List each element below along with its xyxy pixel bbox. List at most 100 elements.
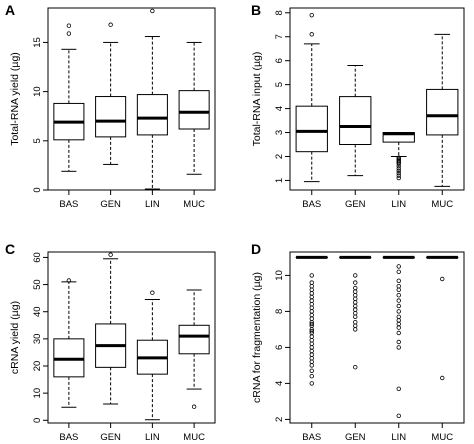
box-gen	[339, 255, 372, 370]
x-tick-label: LIN	[391, 432, 406, 443]
panel-b: B 1 2 3 4 5 6 7 8 Total-RNA input (µg) BAS GEN LIN MU…	[251, 2, 465, 210]
outlier-point	[108, 22, 113, 27]
x-tick-label: MUC	[431, 432, 453, 443]
outlier-point	[353, 320, 358, 325]
x-tick-label: GEN	[345, 432, 366, 443]
box-bas	[53, 278, 85, 408]
box-muc	[178, 289, 210, 409]
box-body	[295, 105, 328, 153]
y-axis-title: cRNA for fragmentation (µg)	[251, 272, 263, 403]
box-body	[178, 324, 210, 355]
outlier-point	[309, 352, 314, 357]
outlier-point	[191, 404, 197, 409]
box-body	[178, 90, 210, 130]
panel-c: C 0 10 20 30 40 50 60 cRNA yield (µg) BAS GEN LIN MU…	[5, 241, 216, 443]
outlier-point	[396, 166, 401, 171]
outlier-point	[309, 273, 314, 278]
y-tick-label: 10	[32, 86, 43, 97]
outlier-point	[353, 273, 358, 278]
outlier-point	[396, 413, 401, 418]
y-tick-label: 4	[274, 106, 285, 111]
box-body	[339, 96, 372, 145]
y-tick-label: 2	[274, 154, 285, 159]
outlier-point	[309, 284, 314, 289]
outlier-point	[440, 375, 445, 381]
x-tick-label: GEN	[345, 199, 366, 210]
y-tick-label: 1	[274, 178, 285, 183]
plot-frame	[47, 251, 216, 424]
outlier-point	[396, 278, 401, 283]
outlier-point	[396, 269, 401, 274]
outlier-point	[309, 287, 314, 292]
box-bas	[53, 23, 85, 172]
y-tick-label: 20	[32, 361, 43, 372]
y-tick-label: 8	[274, 309, 285, 314]
outlier-point	[353, 296, 358, 301]
x-tick-label: LIN	[145, 199, 160, 210]
outlier-point	[309, 32, 314, 37]
outlier-point	[396, 284, 401, 289]
outlier-point	[150, 290, 155, 295]
plot-frame	[47, 7, 216, 191]
x-tick-label: BAS	[302, 199, 321, 210]
outlier-point	[309, 359, 314, 364]
outlier-point	[353, 323, 358, 328]
outlier-point	[309, 291, 314, 296]
outlier-point	[353, 307, 358, 312]
outlier-point	[150, 8, 155, 14]
panel-letter: D	[251, 241, 261, 257]
outlier-point	[66, 23, 72, 28]
box-lin	[382, 255, 415, 418]
y-tick-label: 30	[32, 334, 43, 345]
plot-frame	[289, 7, 465, 191]
outlier-point	[396, 321, 401, 327]
outlier-point	[353, 314, 358, 319]
box-bas	[295, 255, 328, 386]
y-tick-label: 15	[32, 37, 43, 48]
outlier-point	[309, 356, 314, 361]
outlier-point	[396, 175, 401, 181]
outlier-point	[309, 12, 314, 18]
outlier-point	[309, 338, 314, 343]
box-muc	[426, 255, 459, 381]
outlier-point	[396, 287, 401, 292]
outlier-point	[396, 303, 401, 309]
y-tick-label: 50	[32, 279, 43, 290]
x-tick-label: BAS	[302, 432, 321, 443]
box-lin	[136, 290, 168, 421]
box-gen	[95, 252, 127, 405]
outlier-point	[309, 305, 314, 310]
x-tick-label: MUC	[431, 199, 453, 210]
outlier-point	[396, 168, 401, 174]
panel-a: A 0 5 10 15 Total-RNA yield (µg) BAS GEN LIN MUC	[5, 2, 216, 210]
panel-letter: C	[5, 241, 15, 257]
y-axis-title: Total-RNA yield (µg)	[9, 52, 21, 146]
outlier-point	[309, 368, 314, 373]
y-tick-label: 60	[32, 252, 43, 263]
outlier-point	[309, 280, 314, 285]
outlier-point	[309, 381, 314, 386]
outlier-point	[396, 163, 401, 169]
y-tick-label: 6	[274, 58, 285, 63]
outlier-point	[353, 280, 358, 285]
outlier-point	[396, 318, 401, 323]
y-tick-label: 0	[32, 187, 43, 192]
y-tick-label: 40	[32, 306, 43, 317]
outlier-point	[66, 278, 72, 283]
outlier-point	[396, 345, 401, 350]
outlier-point	[396, 314, 401, 319]
outlier-point	[396, 330, 401, 336]
x-tick-label: GEN	[100, 432, 121, 443]
outlier-point	[353, 300, 358, 305]
outlier-point	[396, 325, 401, 330]
outlier-point	[309, 294, 314, 300]
outlier-point	[309, 374, 314, 379]
y-tick-label: 6	[274, 345, 285, 350]
box-body	[426, 88, 459, 136]
outlier-point	[309, 302, 314, 307]
box-gen	[95, 22, 127, 165]
outlier-point	[440, 276, 445, 282]
outlier-point	[309, 316, 314, 321]
outlier-point	[309, 341, 314, 346]
